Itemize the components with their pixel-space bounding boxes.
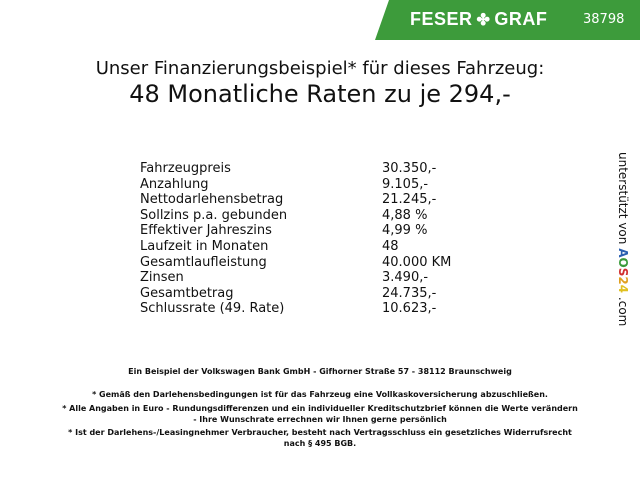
table-row: Gesamtbetrag 24.735,- xyxy=(140,286,460,302)
row-label: Schlussrate (49. Rate) xyxy=(140,301,285,317)
brand-logo: FESER ✤ GRAF xyxy=(410,9,547,30)
row-label: Laufzeit in Monaten xyxy=(140,238,269,254)
footnote: * Gemäß den Darlehensbedingungen ist für… xyxy=(92,390,548,399)
row-label: Fahrzeugpreis xyxy=(140,161,231,176)
footnote: * Alle Angaben in Euro - Rundungsdiffere… xyxy=(62,404,578,413)
vehicle-code: 38798 xyxy=(583,12,625,27)
header-banner xyxy=(375,0,640,40)
row-label: Gesamtlaufleistung xyxy=(140,254,267,270)
sponsor-label: unterstützt von AOS24 .com xyxy=(612,152,632,332)
table-row: Gesamtlaufleistung 40.000 KM xyxy=(140,255,460,271)
rate-headline: 48 Monatliche Raten zu je 294,- xyxy=(129,80,511,108)
sponsor-text: unterstützt von xyxy=(616,152,630,245)
sponsor-suffix: .com xyxy=(616,296,630,327)
clover-icon: ✤ xyxy=(476,11,491,29)
table-row: Schlussrate (49. Rate) 10.623,- xyxy=(140,301,460,317)
table-row: Zinsen 3.490,- xyxy=(140,270,460,286)
aos24-logo: AOS24 xyxy=(616,248,630,294)
table-row: Fahrzeugpreis 30.350,- xyxy=(140,161,460,177)
table-row: Anzahlung 9.105,- xyxy=(140,177,460,193)
row-label: Nettodarlehensbetrag xyxy=(140,192,284,208)
row-label: Gesamtbetrag xyxy=(140,285,234,301)
row-value: 4,99 % xyxy=(382,223,428,239)
footnote: - Ihre Wunschrate errechnen wir Ihnen ge… xyxy=(193,415,447,424)
row-label: Anzahlung xyxy=(140,176,209,192)
row-label: Sollzins p.a. gebunden xyxy=(140,207,288,223)
footnote: nach § 495 BGB. xyxy=(283,439,357,448)
footnote: * Ist der Darlehens-/Leasingnehmer Verbr… xyxy=(68,428,572,437)
brand-name-1: FESER xyxy=(410,9,473,29)
row-value: 9.105,- xyxy=(382,176,429,192)
row-label: Zinsen xyxy=(140,270,184,286)
row-value: 48 xyxy=(382,238,399,254)
row-value: 4,88 % xyxy=(382,207,428,223)
brand-name-2: GRAF xyxy=(494,9,548,29)
title: Unser Finanzierungsbeispiel* für dieses … xyxy=(95,58,545,79)
table-row: Laufzeit in Monaten 48 xyxy=(140,239,460,255)
finance-table: Fahrzeugpreis 30.350,- Anzahlung 9.105,- Net… xyxy=(140,161,460,317)
table-row: Nettodarlehensbetrag 21.245,- xyxy=(140,192,460,208)
bank-info: Ein Beispiel der Volkswagen Bank GmbH - … xyxy=(128,367,512,376)
row-value: 10.623,- xyxy=(382,301,437,317)
row-value: 21.245,- xyxy=(382,192,437,208)
row-value: 40.000 KM xyxy=(382,254,452,270)
table-row: Effektiver Jahreszins 4,99 % xyxy=(140,223,460,239)
row-label: Effektiver Jahreszins xyxy=(140,223,272,239)
row-value: 30.350,- xyxy=(382,161,437,176)
table-row: Sollzins p.a. gebunden 4,88 % xyxy=(140,208,460,224)
row-value: 3.490,- xyxy=(382,270,429,286)
row-value: 24.735,- xyxy=(382,285,437,301)
